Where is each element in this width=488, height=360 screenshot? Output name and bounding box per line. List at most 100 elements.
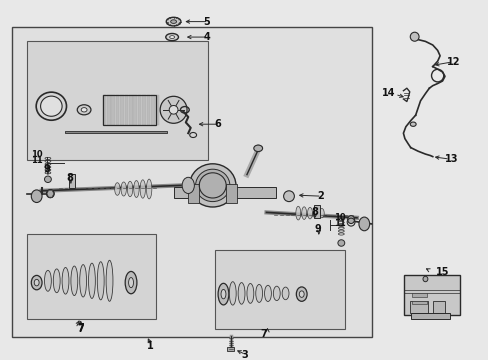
Bar [173,187,276,198]
Bar [12,27,371,337]
Ellipse shape [307,207,312,219]
Text: 1: 1 [146,341,153,351]
Text: 3: 3 [241,350,247,360]
Bar [142,95,145,125]
Text: 5: 5 [203,17,210,27]
Bar [409,301,427,313]
Bar [411,301,426,304]
Text: 4: 4 [203,32,210,42]
Ellipse shape [295,206,300,220]
Ellipse shape [166,17,181,26]
Bar [102,95,106,125]
Text: 7: 7 [260,329,267,339]
Ellipse shape [121,182,126,196]
Ellipse shape [358,217,369,231]
Ellipse shape [273,286,280,301]
Ellipse shape [313,208,318,218]
Bar [225,184,236,203]
Bar [432,301,444,313]
Text: 8: 8 [66,173,73,183]
Ellipse shape [264,285,271,302]
Bar [116,95,119,125]
Ellipse shape [253,145,262,152]
Ellipse shape [146,179,151,199]
Text: 7: 7 [77,324,84,334]
Bar [107,95,110,125]
Bar [151,95,154,125]
Ellipse shape [169,36,174,39]
Polygon shape [47,190,54,197]
Text: 10: 10 [31,150,43,158]
Bar [129,95,132,125]
Ellipse shape [189,164,236,207]
Ellipse shape [62,267,69,294]
Text: 10: 10 [333,212,345,221]
Bar [111,95,115,125]
Bar [120,95,123,125]
Ellipse shape [170,20,176,23]
Ellipse shape [182,177,194,194]
Text: 11: 11 [333,219,345,228]
Bar [69,174,75,188]
Ellipse shape [255,284,262,302]
Bar [27,41,207,160]
Polygon shape [47,190,54,197]
Ellipse shape [296,287,306,301]
Ellipse shape [238,283,244,304]
Ellipse shape [409,122,415,126]
Ellipse shape [34,279,39,286]
Bar [188,184,199,203]
Ellipse shape [97,262,104,300]
Ellipse shape [53,269,60,293]
Ellipse shape [88,263,95,298]
Bar [102,95,156,125]
Bar [124,95,128,125]
Ellipse shape [165,33,178,41]
Ellipse shape [77,105,91,115]
Ellipse shape [347,216,354,224]
Ellipse shape [229,282,236,305]
Ellipse shape [80,265,86,297]
Ellipse shape [140,180,145,198]
Ellipse shape [31,190,42,202]
Ellipse shape [218,283,228,305]
Text: 7: 7 [77,323,84,333]
Ellipse shape [195,169,229,202]
Text: 13: 13 [444,154,458,164]
Text: 8: 8 [310,207,317,217]
Ellipse shape [169,105,178,114]
Text: 12: 12 [447,57,460,67]
Bar [403,275,459,315]
Bar [138,95,141,125]
Text: 15: 15 [435,267,449,277]
Ellipse shape [114,183,120,195]
Ellipse shape [422,276,427,282]
Ellipse shape [301,207,306,220]
Ellipse shape [31,275,42,290]
Text: 9: 9 [43,164,50,174]
Bar [146,95,150,125]
Bar [410,313,449,319]
Text: 9: 9 [314,224,321,234]
Ellipse shape [125,271,137,294]
Polygon shape [47,190,54,197]
Ellipse shape [44,270,51,291]
Ellipse shape [283,191,294,202]
Text: 6: 6 [214,119,221,129]
Ellipse shape [44,176,51,183]
Ellipse shape [41,96,62,116]
Ellipse shape [337,240,344,246]
Ellipse shape [127,181,133,197]
Ellipse shape [133,180,139,197]
Bar [313,205,319,218]
Bar [133,95,137,125]
Ellipse shape [106,260,113,301]
Bar [411,293,426,297]
Bar [27,234,156,319]
Ellipse shape [282,287,288,300]
Ellipse shape [319,208,324,218]
Text: 14: 14 [381,88,395,98]
Ellipse shape [128,278,133,288]
Bar [155,95,159,125]
Ellipse shape [47,190,54,198]
